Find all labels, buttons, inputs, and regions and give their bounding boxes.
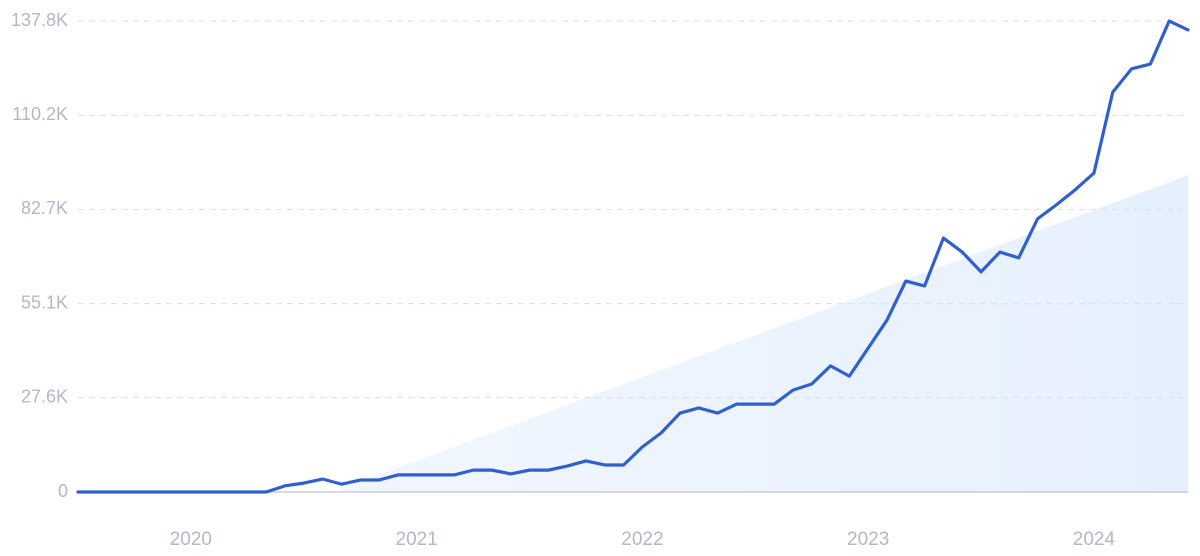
x-tick-label: 2023: [847, 529, 889, 550]
y-tick-label: 55.1K: [21, 292, 68, 312]
x-tick-label: 2021: [396, 529, 438, 550]
y-tick-label: 110.2K: [12, 104, 68, 124]
y-tick-label: 27.6K: [21, 386, 68, 406]
data-line: [76, 19, 1190, 494]
y-tick-label: 0: [58, 481, 68, 501]
trend-area: [341, 175, 1188, 492]
x-tick-label: 2020: [170, 529, 212, 550]
x-tick-label: 2022: [621, 529, 663, 550]
x-tick-label: 2024: [1073, 529, 1116, 550]
y-tick-label: 137.8K: [11, 10, 68, 30]
y-tick-label: 82.7K: [21, 198, 68, 218]
